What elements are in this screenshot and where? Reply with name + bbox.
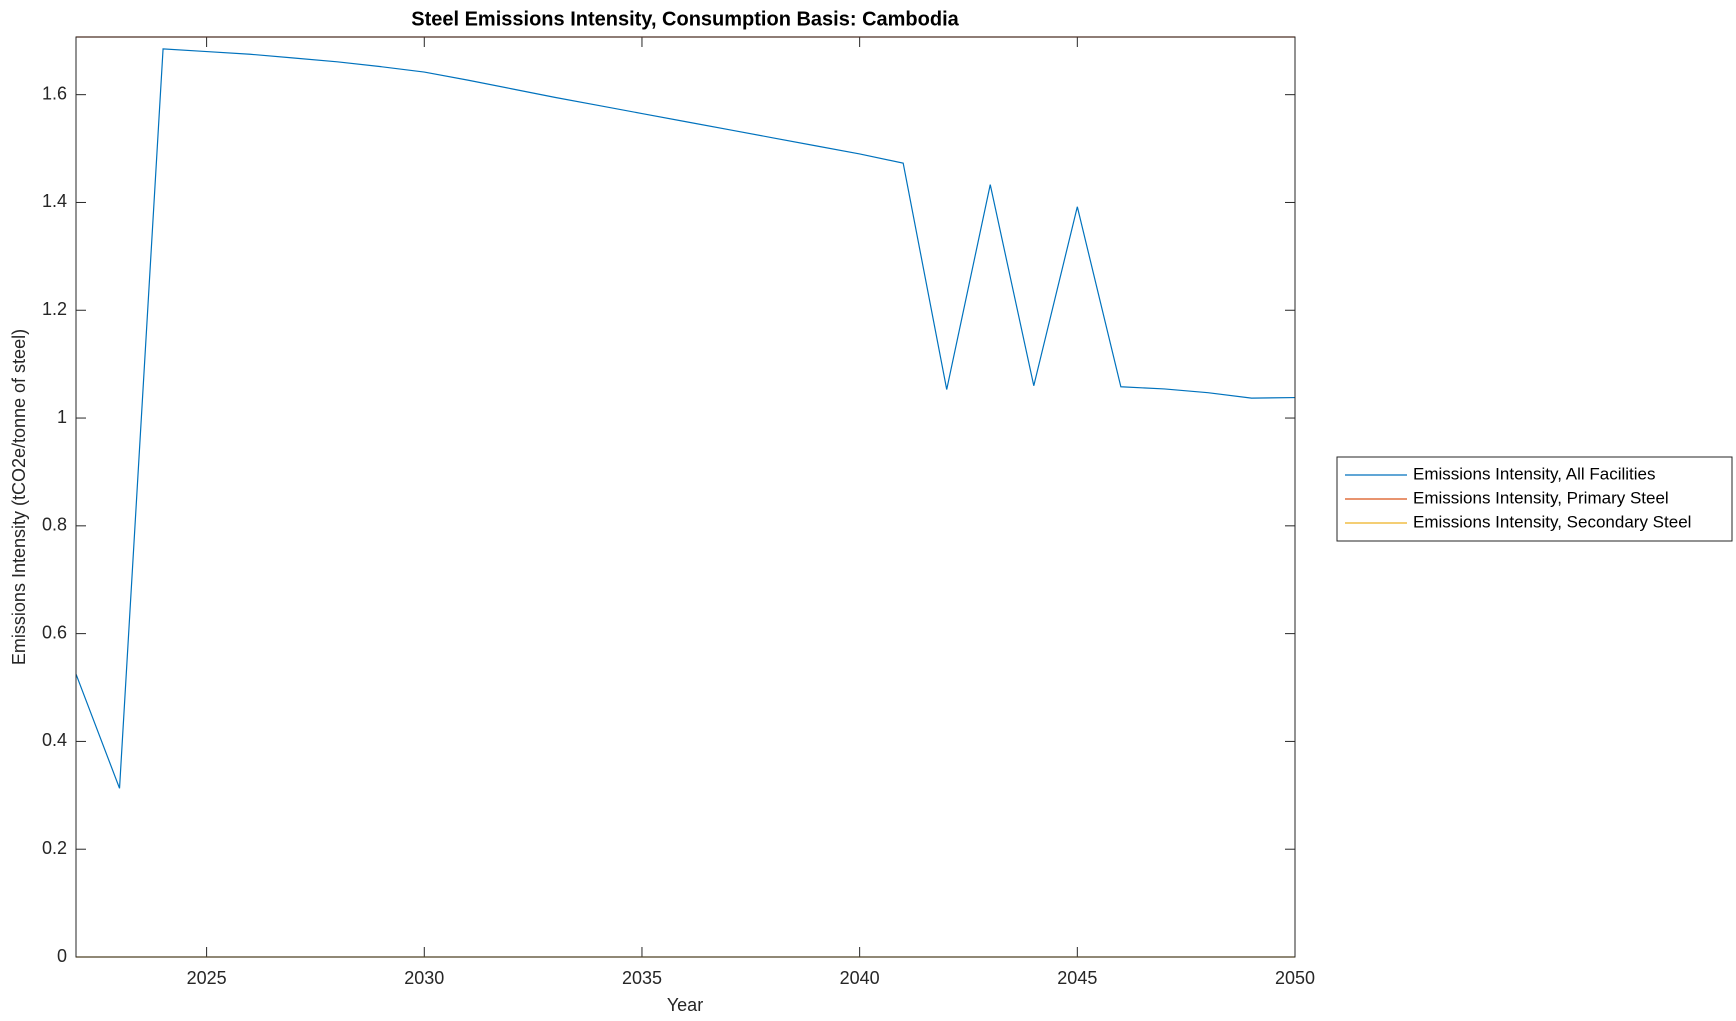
axes-box bbox=[75, 36, 1296, 958]
series-line bbox=[75, 48, 1296, 789]
legend-label: Emissions Intensity, All Facilities bbox=[1413, 464, 1655, 483]
y-axis-label: Emissions Intensity (tCO2e/tonne of stee… bbox=[9, 329, 29, 665]
y-tick-label: 0.8 bbox=[42, 515, 67, 535]
y-tick-label: 1.6 bbox=[42, 83, 67, 103]
x-tick-label: 2040 bbox=[840, 968, 880, 988]
x-axis-label: Year bbox=[667, 995, 703, 1015]
legend-label: Emissions Intensity, Secondary Steel bbox=[1413, 512, 1691, 531]
y-tick-label: 1.2 bbox=[42, 299, 67, 319]
x-tick-label: 2025 bbox=[187, 968, 227, 988]
chart-title: Steel Emissions Intensity, Consumption B… bbox=[411, 8, 959, 30]
x-tick-label: 2035 bbox=[622, 968, 662, 988]
x-tick-label: 2030 bbox=[404, 968, 444, 988]
y-tick-label: 0 bbox=[57, 946, 67, 966]
y-tick-label: 0.2 bbox=[42, 838, 67, 858]
y-tick-label: 0.6 bbox=[42, 622, 67, 642]
legend-label: Emissions Intensity, Primary Steel bbox=[1413, 488, 1669, 507]
x-tick-label: 2045 bbox=[1057, 968, 1097, 988]
y-tick-label: 1 bbox=[57, 407, 67, 427]
y-tick-label: 0.4 bbox=[42, 730, 67, 750]
plot-area bbox=[76, 37, 1295, 957]
x-tick-label: 2050 bbox=[1275, 968, 1315, 988]
y-tick-label: 1.4 bbox=[42, 191, 67, 211]
